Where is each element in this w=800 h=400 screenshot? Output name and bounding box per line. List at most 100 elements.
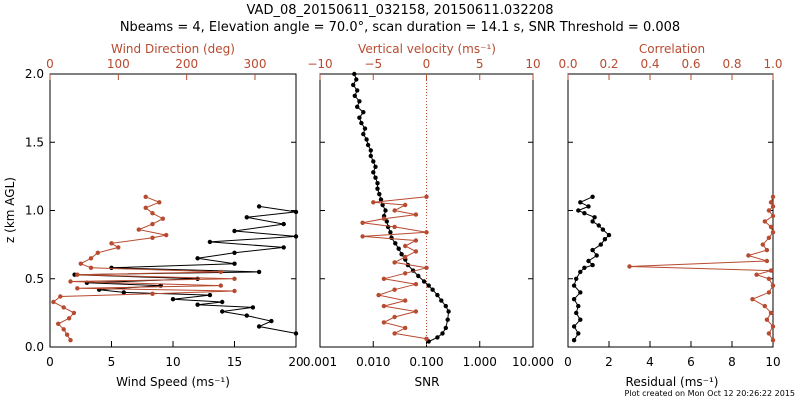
data-point <box>770 204 776 209</box>
panel-residual: 0 2 4 6 8 10 0.0 0.2 0.4 0.6 0.8 1.0 Residual (ms⁻… <box>558 42 782 389</box>
data-point <box>360 220 365 225</box>
data-point <box>360 234 365 239</box>
snr-xlabel: SNR <box>415 375 440 389</box>
data-point <box>424 230 429 235</box>
y-tick-label: 2.0 <box>25 67 44 81</box>
series-red-line <box>629 196 774 341</box>
data-point <box>413 309 419 314</box>
x-top-tick-label: −10 <box>307 57 332 71</box>
data-point <box>399 252 404 257</box>
data-point <box>368 153 373 159</box>
x-top-tick-label: 1.0 <box>763 57 782 71</box>
data-point <box>440 331 445 336</box>
residual-xlabel: Residual (ms⁻¹) <box>626 375 719 389</box>
data-point <box>352 71 357 77</box>
x-top-tick-label: 0 <box>423 57 431 71</box>
data-point <box>768 200 774 205</box>
wind-ylabel: z (km AGL) <box>3 177 17 243</box>
data-point <box>403 271 408 276</box>
data-point <box>78 261 84 266</box>
data-point <box>58 294 63 299</box>
data-point <box>413 249 419 254</box>
data-point <box>375 181 380 186</box>
data-point <box>293 209 299 215</box>
data-point <box>392 208 397 213</box>
data-point <box>766 235 772 240</box>
data-point <box>594 253 599 258</box>
data-point <box>381 320 387 325</box>
x-bottom-tick-label: 20 <box>288 355 303 369</box>
data-point <box>764 258 770 264</box>
data-point <box>762 303 767 309</box>
x-top-tick-label: 0.4 <box>640 57 659 71</box>
wind-speed-xlabel: Wind Speed (ms⁻¹) <box>116 375 230 389</box>
data-point <box>244 215 249 220</box>
data-point <box>396 246 401 251</box>
data-point <box>383 208 388 213</box>
data-point <box>88 265 94 270</box>
data-point <box>75 272 80 277</box>
data-point <box>250 305 256 310</box>
x-bottom-tick-label: 2 <box>605 355 613 369</box>
x-bottom-tick-label: 8 <box>728 355 736 369</box>
data-point <box>435 292 440 298</box>
data-point <box>364 137 369 142</box>
data-point <box>355 104 360 110</box>
data-point <box>574 276 579 281</box>
data-point <box>430 287 435 292</box>
data-point <box>766 290 772 295</box>
data-point <box>578 269 583 275</box>
data-point <box>220 299 225 305</box>
x-bottom-tick-label: 1.000 <box>463 355 497 369</box>
data-point <box>195 256 200 261</box>
x-top-tick-label: 0.2 <box>599 57 618 71</box>
data-point <box>66 316 72 321</box>
data-point <box>378 197 384 202</box>
data-point <box>590 194 595 199</box>
data-point <box>392 260 397 265</box>
data-point <box>576 331 581 336</box>
data-point <box>195 302 200 307</box>
data-point <box>403 298 408 303</box>
data-point <box>352 93 357 99</box>
data-point <box>207 239 213 245</box>
data-point <box>766 331 772 336</box>
data-point <box>75 286 80 291</box>
data-point <box>770 230 776 235</box>
data-point <box>362 126 368 131</box>
data-point <box>150 235 155 240</box>
data-point <box>71 310 77 316</box>
data-point <box>281 245 286 250</box>
data-point <box>582 265 587 270</box>
data-point <box>421 279 427 284</box>
data-point <box>403 325 408 331</box>
data-point <box>446 309 451 314</box>
data-point <box>576 303 581 309</box>
data-point <box>381 216 387 221</box>
data-point <box>413 282 419 287</box>
data-point <box>121 290 127 295</box>
vertical-velocity-xlabel: Vertical velocity (ms⁻¹) <box>358 42 496 56</box>
data-point <box>143 205 148 210</box>
data-point <box>766 276 772 281</box>
data-point <box>770 194 776 199</box>
panel-snr-frame <box>319 73 534 348</box>
data-point <box>413 238 419 243</box>
data-point <box>627 264 632 269</box>
data-point <box>150 291 155 296</box>
x-bottom-tick-label: 0.001 <box>303 355 337 369</box>
data-point <box>445 317 450 322</box>
x-bottom-tick-label: 5 <box>108 355 116 369</box>
data-point <box>770 213 776 219</box>
x-bottom-tick-label: 4 <box>646 355 654 369</box>
data-point <box>377 191 382 197</box>
x-top-tick-label: 5 <box>476 57 484 71</box>
data-point <box>571 283 577 288</box>
data-point <box>244 313 249 318</box>
data-point <box>61 327 66 332</box>
data-point <box>351 82 356 88</box>
series-black-line <box>573 196 610 341</box>
data-point <box>361 110 366 115</box>
data-point <box>403 254 408 260</box>
data-point <box>590 262 595 268</box>
